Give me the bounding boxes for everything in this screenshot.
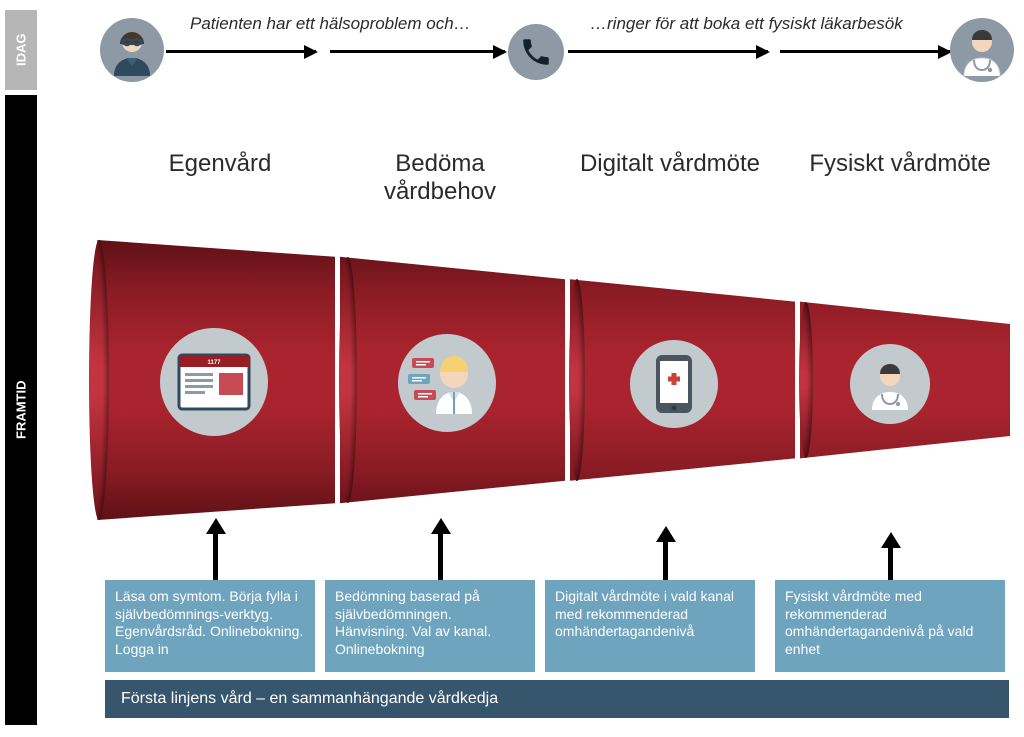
desc-box-3: Digitalt vårdmöte i vald kanal med rekom…	[545, 580, 755, 672]
phone-call-icon	[508, 24, 564, 80]
stage-title-4: Fysiskt vårdmöte	[800, 150, 1000, 178]
desc-box-2: Bedömning baserad på självbedömningen. H…	[325, 580, 535, 672]
desc-box-4: Fysiskt vårdmöte med rekommenderad omhän…	[775, 580, 1005, 672]
website-icon: 1177	[160, 328, 268, 436]
today-row: Patienten har ett hälsoproblem och… …rin…	[60, 10, 1014, 90]
stage-title-1: Egenvård	[120, 150, 320, 178]
tab-idag: IDAG	[5, 10, 37, 90]
today-caption-right: …ringer för att boka ett fysiskt läkarbe…	[590, 14, 903, 34]
today-arrow-2	[330, 50, 505, 53]
today-arrow-1	[166, 50, 316, 53]
doctor-icon	[950, 18, 1014, 82]
today-arrow-3	[568, 50, 768, 53]
today-arrow-4	[780, 50, 950, 53]
funnel: 1177	[90, 240, 1010, 520]
nurse-icon	[398, 334, 496, 432]
desc-box-1: Läsa om symtom. Börja fylla i självbedöm…	[105, 580, 315, 672]
phone-app-icon	[630, 340, 718, 428]
tab-framtid: FRAMTID	[5, 95, 37, 725]
patient-icon	[100, 18, 164, 82]
banner: Första linjens vård – en sammanhängande …	[105, 680, 1009, 718]
today-caption-left: Patienten har ett hälsoproblem och…	[190, 14, 471, 34]
stage-title-3: Digitalt vårdmöte	[570, 150, 770, 178]
stage-title-2: Bedöma vårdbehov	[340, 150, 540, 206]
svg-text:1177: 1177	[207, 360, 221, 366]
doctor-small-icon	[850, 344, 930, 424]
